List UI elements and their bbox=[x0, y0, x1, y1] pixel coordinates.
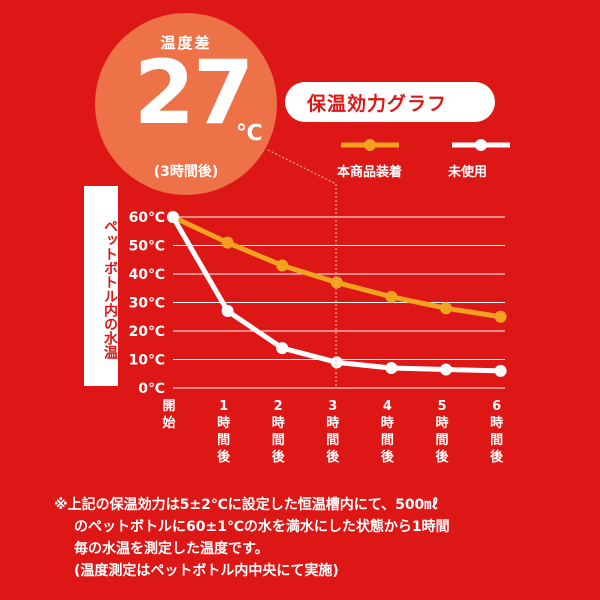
series-point-1 bbox=[494, 364, 507, 377]
y-tick-label: 40℃ bbox=[129, 267, 165, 283]
y-tick-label: 60℃ bbox=[129, 210, 165, 226]
legend-label-product: 本商品装着 bbox=[337, 165, 403, 180]
legend-label-unused: 未使用 bbox=[448, 165, 488, 180]
series-point-1 bbox=[167, 211, 179, 223]
series-point-1 bbox=[276, 342, 289, 355]
footnote-line-2: のペットボトルに60±1℃の水を満水にした状態から1時間 bbox=[74, 519, 450, 535]
y-tick-label: 20℃ bbox=[129, 324, 165, 340]
badge-label: 温度差 bbox=[160, 34, 212, 52]
series-point-0 bbox=[276, 259, 289, 272]
x-tick-label: 2 時間後 bbox=[272, 399, 286, 465]
legend-marker bbox=[364, 139, 376, 151]
series-point-1 bbox=[221, 305, 234, 318]
temperature-difference-badge bbox=[95, 13, 277, 195]
y-tick-label: 10℃ bbox=[129, 353, 165, 369]
badge-value: 27 bbox=[133, 41, 254, 144]
x-tick-label: 6 時間後 bbox=[490, 399, 504, 465]
x-tick-label: 4 時間後 bbox=[381, 399, 395, 465]
series-layer bbox=[167, 211, 507, 377]
footnote-line-1: ※上記の保温効力は5±2℃に設定した恒温槽内にて、500㎖ bbox=[54, 497, 439, 513]
chart-title: 保温効力グラフ bbox=[285, 82, 495, 122]
x-tick-label: 3 時間後 bbox=[326, 399, 340, 465]
y-tick-label: 0℃ bbox=[138, 381, 165, 397]
y-axis-label: ペットボトル内の水温 bbox=[84, 186, 118, 386]
x-tick-label: 5 時間後 bbox=[435, 399, 449, 465]
y-tick-labels: 0℃ 10℃ 20℃ 30℃ 40℃ 50℃ 60℃ bbox=[129, 210, 165, 397]
series-point-1 bbox=[330, 356, 343, 369]
legend-markers bbox=[341, 139, 510, 151]
x-tick-label: 1 時間後 bbox=[217, 399, 231, 465]
x-tick-labels: 開始 1 時間後 2 時間後 3 時間後 4 時間後 5 時間後 6 時間後 bbox=[162, 399, 504, 465]
y-tick-label: 30℃ bbox=[129, 296, 165, 312]
series-point-0 bbox=[330, 276, 343, 289]
footnote-line-4: (温度測定はペットボトル内中央にて実施) bbox=[74, 563, 339, 579]
x-tick-label: 開始 bbox=[162, 399, 175, 431]
legend-marker bbox=[475, 139, 487, 151]
footnote-line-3: 毎の水温を測定した温度です。 bbox=[74, 541, 269, 557]
series-point-0 bbox=[385, 290, 398, 303]
series-point-1 bbox=[440, 363, 452, 376]
badge-unit: ℃ bbox=[236, 121, 263, 146]
series-point-1 bbox=[385, 362, 398, 375]
series-point-0 bbox=[494, 310, 507, 323]
series-point-0 bbox=[440, 302, 452, 315]
y-tick-label: 50℃ bbox=[129, 239, 165, 255]
series-point-0 bbox=[221, 236, 234, 249]
badge-sublabel: (3時間後) bbox=[153, 164, 219, 180]
footnote: ※上記の保温効力は5±2℃に設定した恒温槽内にて、500㎖ のペットボトルに60… bbox=[54, 494, 594, 582]
annotation-dashed-line bbox=[267, 149, 337, 185]
